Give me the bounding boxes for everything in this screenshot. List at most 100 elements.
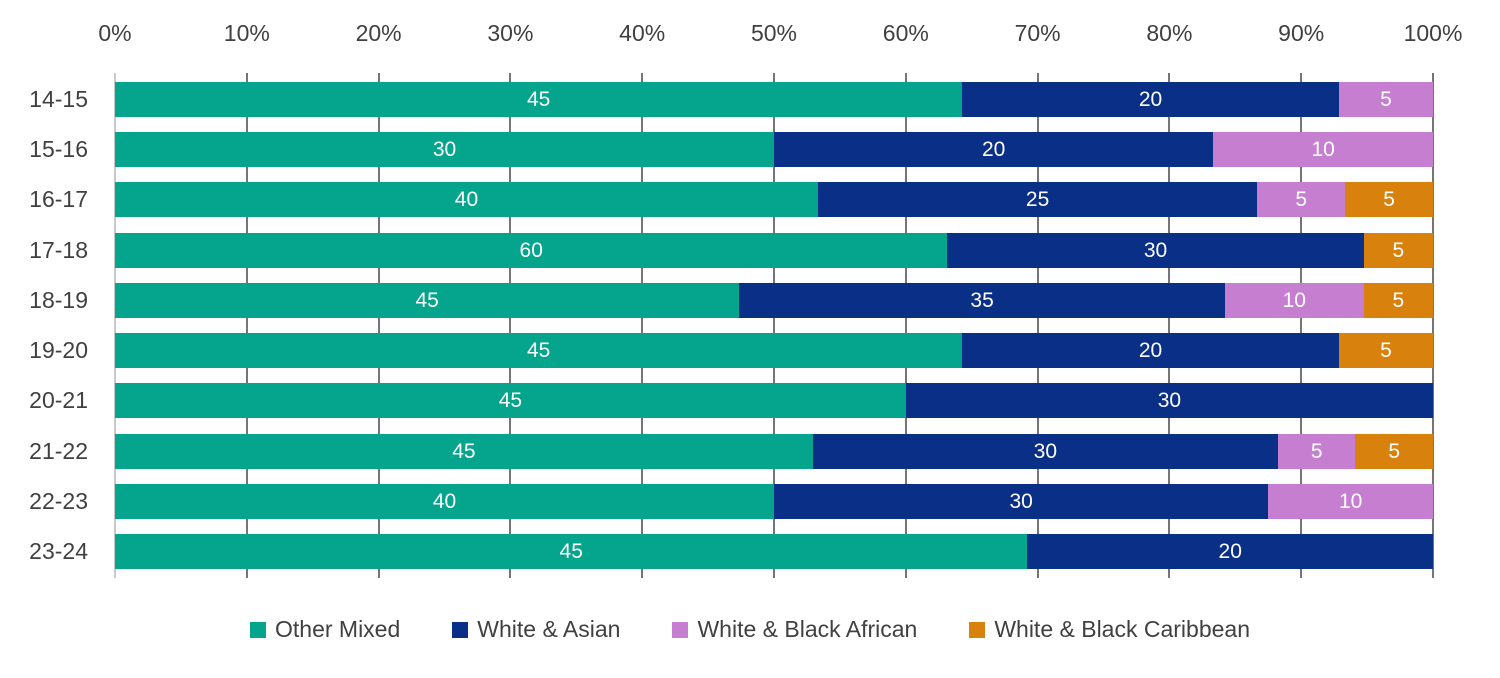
bar-value-label: 10	[1338, 489, 1363, 513]
bar-value-label: 45	[452, 439, 476, 463]
gridlines	[114, 73, 1434, 578]
legend-item-white-black-caribbean: White & Black Caribbean	[969, 616, 1250, 643]
category-label: 15-16	[29, 136, 88, 163]
bar-segment-white-black-caribbean: 5	[1355, 433, 1433, 469]
bar-segment-white-black-caribbean: 5	[1363, 232, 1433, 268]
bar-value-label: 5	[1310, 439, 1323, 463]
bar-value-label: 40	[454, 188, 479, 212]
bar-segment-white-asian: 20	[962, 82, 1339, 117]
x-axis-tick-label: 20%	[355, 20, 402, 46]
x-axis-tick-label: 40%	[619, 20, 666, 46]
bar-segment-white-black-african: 5	[1277, 433, 1356, 469]
bar-value-label: 30	[1033, 439, 1058, 463]
legend-label: White & Black African	[697, 616, 918, 642]
bar-segment-white-asian: 35	[739, 282, 1225, 318]
x-axis-tick-label: 80%	[1146, 20, 1193, 46]
bar-segment-other-mixed: 45	[115, 433, 813, 469]
bar-segment-white-black-caribbean: 5	[1345, 182, 1433, 218]
bar-row-15-16: 30 20 10	[115, 132, 1433, 168]
x-axis-tick-label: 100%	[1403, 20, 1463, 46]
bar-value-label: 30	[1157, 389, 1182, 413]
bar-segment-other-mixed: 40	[115, 483, 774, 519]
bar-row-14-15: 45 20 5	[115, 82, 1433, 117]
bar-segment-white-black-caribbean: 5	[1338, 333, 1433, 369]
bar-value-label: 45	[498, 389, 523, 413]
legend-item-white-asian: White & Asian	[452, 616, 620, 643]
bar-value-label: 25	[1025, 188, 1050, 212]
bar-row-20-21: 45 30	[115, 383, 1433, 419]
x-axis-tick-label: 60%	[882, 20, 929, 46]
y-axis-category-labels: 14-15 15-16 16-17 17-18 18-19 19-20 20-21 21-22…	[0, 82, 88, 569]
category-label: 21-22	[29, 437, 88, 464]
gridline	[509, 73, 512, 578]
bar-segment-white-asian: 30	[774, 483, 1269, 519]
plot-area: 45 20 5 30 20 10 40 25 5 5 60 30 5 45 35 10 5 45 20 5 45 30 45…	[115, 82, 1433, 569]
bar-row-21-22: 45 30 5 5	[115, 433, 1433, 469]
gridline	[904, 73, 907, 578]
bar-segment-white-asian: 30	[905, 383, 1433, 419]
bar-segment-white-black-african: 5	[1257, 182, 1346, 218]
bar-segment-other-mixed: 60	[115, 232, 948, 268]
bar-segment-white-asian: 25	[817, 182, 1258, 218]
bar-segment-white-asian: 30	[947, 232, 1364, 268]
bar-segment-other-mixed: 30	[115, 132, 774, 168]
bar-value-label: 45	[526, 88, 551, 111]
bar-segment-white-black-caribbean: 5	[1363, 282, 1433, 318]
legend-swatch-icon	[672, 621, 689, 638]
category-label: 19-20	[29, 337, 88, 364]
bar-value-label: 30	[432, 138, 457, 162]
category-label: 14-15	[29, 86, 88, 112]
bar-row-16-17: 40 25 5 5	[115, 182, 1433, 218]
x-axis-tick-label: 90%	[1278, 20, 1325, 46]
bar-value-label: 30	[1009, 489, 1033, 513]
category-label: 17-18	[29, 236, 88, 263]
x-axis-tick-label: 30%	[487, 20, 534, 46]
bar-segment-white-black-african: 10	[1213, 132, 1433, 168]
legend-label: White & Asian	[477, 616, 621, 642]
gridline	[1432, 73, 1434, 578]
bar-value-label: 20	[1138, 339, 1163, 363]
bar-value-label: 5	[1295, 188, 1308, 212]
bar-segment-other-mixed: 45	[115, 533, 1028, 569]
bar-segment-white-black-african: 10	[1268, 483, 1433, 519]
bar-segment-other-mixed: 40	[115, 182, 818, 218]
bar-value-label: 5	[1383, 188, 1395, 212]
x-axis-tick-label: 10%	[223, 20, 270, 46]
category-label: 18-19	[29, 286, 88, 313]
y-axis-line	[114, 73, 116, 578]
category-label: 22-23	[29, 487, 88, 514]
category-label: 20-21	[29, 387, 88, 414]
bar-row-17-18: 60 30 5	[115, 232, 1433, 268]
bar-row-19-20: 45 20 5	[115, 333, 1433, 369]
bar-value-label: 30	[1143, 238, 1168, 262]
bar-segment-white-asian: 20	[962, 333, 1339, 369]
bar-value-label: 20	[1138, 88, 1163, 111]
bar-value-label: 45	[526, 339, 551, 363]
bar-value-label: 45	[415, 288, 439, 312]
bar-value-label: 40	[432, 489, 457, 513]
bar-value-label: 20	[981, 138, 1006, 162]
bar-segment-other-mixed: 45	[115, 333, 963, 369]
gridline	[641, 73, 644, 578]
bar-segment-white-black-african: 5	[1338, 82, 1433, 117]
bar-value-label: 5	[1392, 238, 1405, 262]
bar-segment-white-asian: 20	[1027, 533, 1433, 569]
bar-row-18-19: 45 35 10 5	[115, 282, 1433, 318]
bar-segment-other-mixed: 45	[115, 82, 963, 117]
legend-swatch-icon	[250, 621, 266, 638]
bar-segment-white-asian: 20	[774, 132, 1214, 168]
legend-label: Other Mixed	[275, 616, 401, 642]
legend: Other Mixed White & Asian White & Black Af…	[0, 616, 1500, 643]
bar-value-label: 10	[1282, 288, 1306, 312]
bar-value-label: 20	[1218, 539, 1242, 563]
gridline	[1036, 73, 1039, 578]
bar-value-label: 35	[970, 288, 994, 312]
legend-label: White & Black Caribbean	[994, 616, 1250, 642]
bar-value-label: 45	[559, 539, 583, 563]
legend-swatch-icon	[969, 621, 986, 638]
bar-segment-white-asian: 30	[812, 433, 1278, 469]
bar-value-label: 5	[1388, 439, 1401, 463]
bar-value-label: 5	[1380, 88, 1392, 111]
bar-value-label: 5	[1380, 339, 1392, 363]
